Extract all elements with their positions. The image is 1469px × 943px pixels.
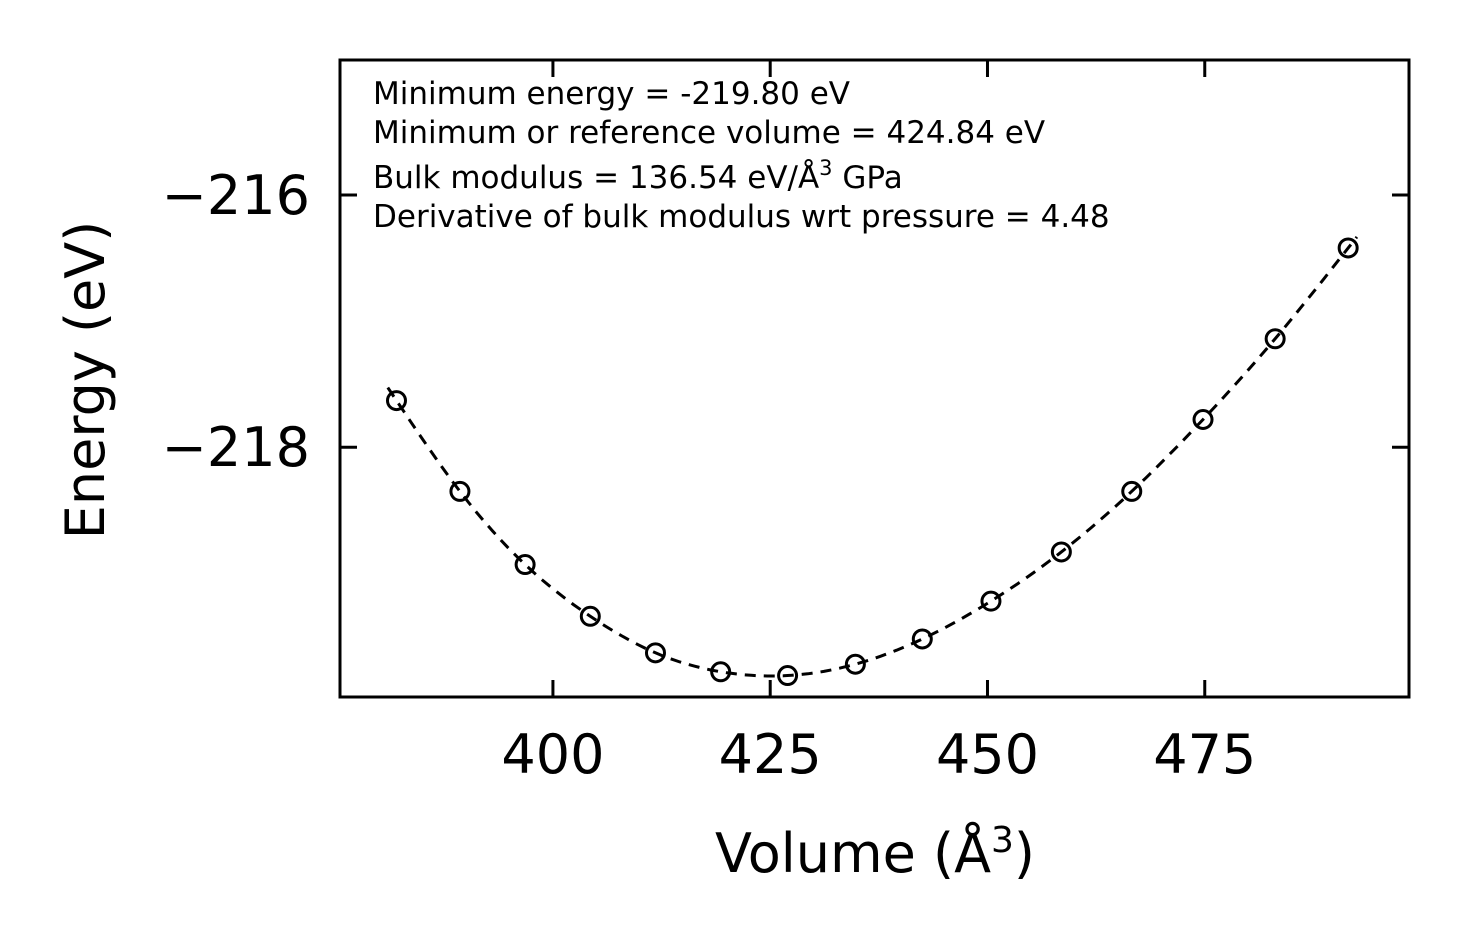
annotation-min-volume: Minimum or reference volume = 424.84 eV — [373, 115, 1045, 151]
data-point — [1192, 408, 1214, 430]
data-point — [385, 390, 407, 412]
data-point — [710, 661, 732, 683]
annotation-bulk-modulus: Bulk modulus = 136.54 eV/Å3 GPa — [373, 156, 903, 196]
data-point — [644, 642, 666, 664]
data-point — [911, 628, 933, 650]
y-tick-label: −216 — [162, 164, 310, 227]
x-axis-label-end: ) — [1014, 822, 1035, 885]
annotation-min-energy: Minimum energy = -219.80 eV — [373, 76, 850, 112]
annotation-bulk-modulus-text: Bulk modulus = 136.54 eV/Å — [373, 160, 819, 196]
data-point — [1121, 480, 1143, 502]
x-axis-label: Volume (Å3) — [715, 820, 1035, 885]
data-point — [449, 480, 471, 502]
data-point — [980, 590, 1002, 612]
data-point — [1337, 237, 1359, 259]
annotation-bulk-derivative: Derivative of bulk modulus wrt pressure … — [373, 199, 1110, 235]
x-tick-label: 475 — [1153, 723, 1256, 786]
data-point — [844, 653, 866, 675]
x-axis-label-text: Volume (Å — [715, 821, 991, 885]
y-axis-label: Energy (eV) — [54, 221, 117, 540]
x-axis-label-sup: 3 — [991, 820, 1014, 861]
annotation-bulk-modulus-sup: 3 — [819, 156, 832, 180]
fit-curve — [386, 235, 1359, 678]
data-point — [1050, 541, 1072, 563]
data-point — [777, 665, 799, 687]
y-tick-label: −218 — [162, 416, 310, 479]
x-ticks: 400 425 450 475 — [501, 60, 1256, 786]
data-point — [579, 605, 601, 627]
data-point — [1264, 328, 1286, 350]
data-point — [514, 554, 536, 576]
plot-frame — [338, 58, 1411, 699]
y-ticks: −216 −218 — [162, 164, 1409, 479]
x-tick-label: 450 — [936, 723, 1039, 786]
x-tick-label: 425 — [719, 723, 822, 786]
data-markers — [385, 237, 1359, 687]
annotation-bulk-modulus-unit: GPa — [833, 160, 903, 196]
x-tick-label: 400 — [501, 723, 604, 786]
